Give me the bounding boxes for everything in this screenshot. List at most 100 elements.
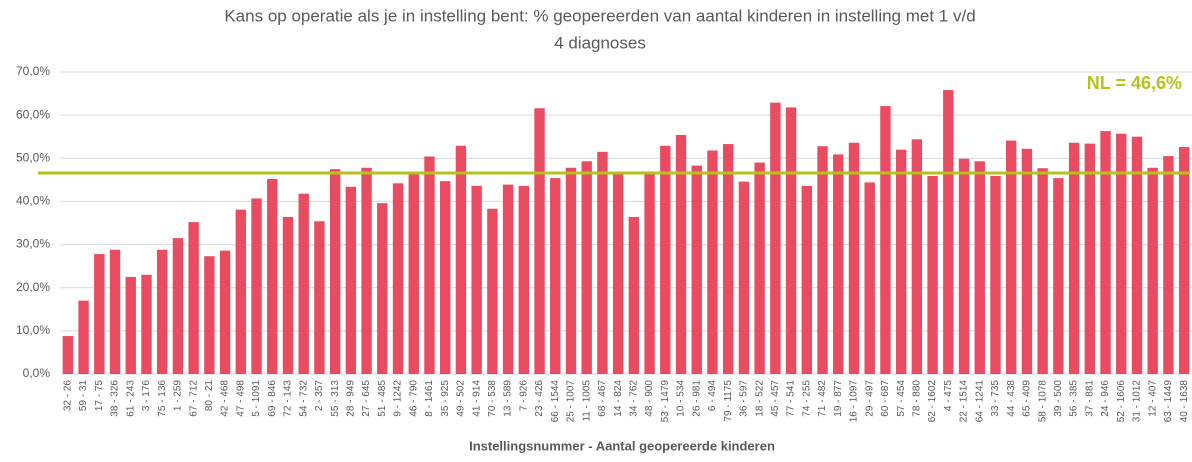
x-tick-label: 60 - 687 <box>880 380 891 417</box>
x-tick-label: 45 - 457 <box>770 380 781 417</box>
y-tick-label: 70,0% <box>16 64 50 78</box>
x-tick-label: 33 - 735 <box>990 380 1001 417</box>
bar <box>1053 178 1064 374</box>
bar <box>298 193 309 374</box>
bar <box>754 162 765 374</box>
bar <box>801 185 812 374</box>
bar <box>990 175 1001 374</box>
bar <box>675 134 687 374</box>
bar <box>125 276 136 374</box>
x-tick-label: 55 - 313 <box>330 380 341 417</box>
bar <box>738 181 750 374</box>
x-tick-label: 44 - 438 <box>1006 380 1017 417</box>
bar <box>581 161 592 374</box>
bar <box>833 154 844 374</box>
bar <box>361 167 372 374</box>
y-tick-label: 50,0% <box>16 150 50 164</box>
x-tick-label: 74 - 255 <box>801 380 812 417</box>
x-tick-label: 7 - 926 <box>518 380 529 412</box>
bar <box>141 274 152 374</box>
y-tick-label: 30,0% <box>16 237 50 251</box>
bar <box>1006 140 1017 374</box>
y-tick-label: 20,0% <box>16 280 50 294</box>
x-tick-label: 51 - 485 <box>377 380 388 417</box>
x-tick-label: 66 - 1544 <box>550 380 561 423</box>
x-tick-label: 17 - 75 <box>94 380 105 412</box>
x-tick-label: 78 - 880 <box>912 380 923 417</box>
x-tick-label: 8 - 1461 <box>424 380 435 417</box>
chart-title: 4 diagnoses <box>554 33 646 52</box>
x-tick-label: 70 - 538 <box>487 380 498 417</box>
x-tick-label: 40 - 1638 <box>1179 380 1190 423</box>
bar <box>1116 133 1127 374</box>
bar <box>204 256 215 374</box>
x-tick-label: 65 - 409 <box>1022 380 1033 417</box>
bar <box>550 178 561 374</box>
bar <box>864 182 875 374</box>
bar <box>94 254 105 374</box>
bar <box>172 238 184 374</box>
bar <box>644 173 655 374</box>
bar <box>895 149 907 374</box>
x-tick-label: 42 - 468 <box>220 380 231 417</box>
x-tick-label: 59 - 31 <box>78 380 89 412</box>
bar <box>109 249 121 374</box>
bar <box>943 90 954 375</box>
bar <box>487 208 498 374</box>
x-tick-label: 46 - 790 <box>408 380 419 417</box>
y-tick-label: 10,0% <box>16 323 50 337</box>
x-tick-label: 69 - 846 <box>267 380 278 417</box>
x-tick-label: 80 - 21 <box>204 380 215 412</box>
bar <box>660 145 671 374</box>
bar <box>1163 156 1174 374</box>
bar <box>534 108 545 375</box>
bar <box>1178 147 1190 374</box>
bar <box>880 106 891 374</box>
x-tick-label: 79 - 1175 <box>723 380 734 422</box>
bar <box>345 186 357 374</box>
bar <box>911 139 923 374</box>
bar <box>723 144 734 374</box>
x-tick-label: 12 - 407 <box>1147 380 1158 417</box>
bar <box>1131 136 1143 374</box>
bar <box>691 165 702 374</box>
bar <box>848 142 860 374</box>
x-tick-label: 32 - 26 <box>63 380 74 412</box>
bar <box>267 178 278 374</box>
y-tick-label: 40,0% <box>16 194 50 208</box>
x-tick-label: 36 - 597 <box>739 380 750 417</box>
x-axis-title: Instellingsnummer - Aantal geopereerde k… <box>469 438 775 453</box>
x-tick-label: 54 - 732 <box>298 380 309 417</box>
bar <box>62 336 74 374</box>
bar <box>628 216 640 374</box>
x-tick-label: 53 - 1479 <box>660 380 671 423</box>
x-tick-label: 3 - 176 <box>141 380 152 412</box>
x-tick-label: 68 - 467 <box>597 380 608 417</box>
x-tick-label: 64 - 1241 <box>974 380 985 423</box>
x-tick-label: 22 - 1514 <box>959 380 970 423</box>
x-tick-label: 41 - 914 <box>471 380 482 417</box>
bar <box>440 181 451 374</box>
x-tick-label: 47 - 498 <box>235 380 246 417</box>
bar <box>707 150 718 374</box>
x-tick-label: 57 - 454 <box>896 380 907 417</box>
x-tick-label: 2 - 357 <box>314 380 325 412</box>
x-tick-label: 4 - 475 <box>943 380 954 412</box>
x-tick-label: 39 - 500 <box>1053 380 1064 417</box>
bar <box>518 185 529 374</box>
x-tick-label: 61 - 243 <box>125 380 136 417</box>
x-tick-label: 35 - 925 <box>440 380 451 417</box>
bar <box>424 156 435 374</box>
bar <box>471 185 482 374</box>
x-tick-label: 27 - 645 <box>361 380 372 417</box>
x-tick-label: 18 - 522 <box>754 380 765 417</box>
chart-title: Kans op operatie als je in instelling be… <box>224 6 975 25</box>
x-tick-label: 72 - 143 <box>283 380 294 417</box>
x-tick-label: 28 - 949 <box>346 380 357 417</box>
x-tick-label: 6 - 494 <box>707 380 718 412</box>
bar <box>1037 168 1048 374</box>
bar <box>314 221 325 374</box>
x-tick-label: 75 - 136 <box>157 380 168 417</box>
x-tick-label: 56 - 385 <box>1069 380 1080 417</box>
bar <box>251 198 262 374</box>
